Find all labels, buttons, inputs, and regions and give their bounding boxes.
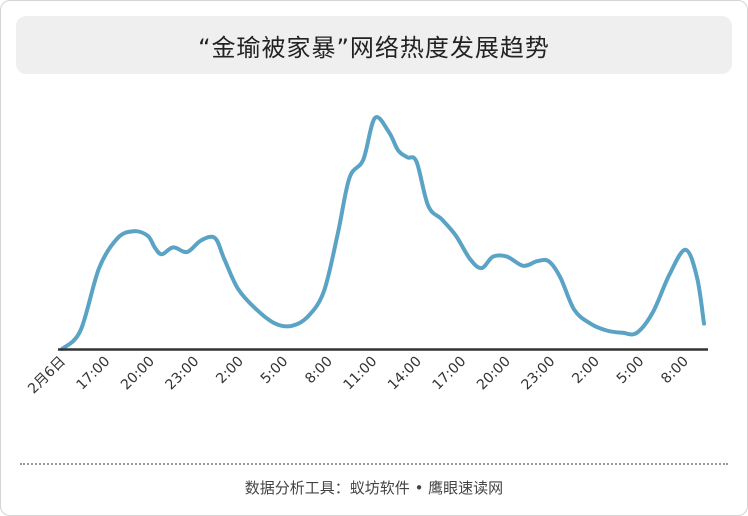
x-tick-label: 5:00 bbox=[614, 354, 648, 388]
x-tick-label: 8:00 bbox=[658, 354, 692, 388]
data-source-footer: 数据分析工具：蚁坊软件 • 鹰眼速读网 bbox=[244, 479, 504, 497]
title-bar: “金瑜被家暴”网络热度发展趋势 bbox=[16, 16, 732, 74]
line-chart: 2月6日 17:00 20:00 23:00 2:00 5:00 8:00 11:00 14:0… bbox=[25, 115, 708, 398]
x-tick-label: 5:00 bbox=[258, 354, 292, 388]
x-tick-label: 2月6日 bbox=[25, 354, 69, 398]
x-tick-label: 20:00 bbox=[118, 354, 158, 394]
x-tick-label: 2:00 bbox=[213, 354, 247, 388]
x-tick-label: 23:00 bbox=[162, 354, 202, 394]
series-line bbox=[60, 115, 706, 351]
x-tick-label: 2:00 bbox=[569, 354, 603, 388]
x-tick-label: 11:00 bbox=[340, 354, 380, 394]
x-tick-label: 23:00 bbox=[518, 354, 558, 394]
footer-divider bbox=[20, 463, 728, 465]
chart-title: “金瑜被家暴”网络热度发展趋势 bbox=[198, 33, 550, 62]
x-tick-label: 20:00 bbox=[474, 354, 514, 394]
x-tick-label: 14:00 bbox=[385, 354, 425, 394]
x-tick-label: 17:00 bbox=[429, 354, 469, 394]
x-tick-label: 17:00 bbox=[73, 354, 113, 394]
x-tick-label: 8:00 bbox=[302, 354, 336, 388]
x-axis-ticks: 2月6日 17:00 20:00 23:00 2:00 5:00 8:00 11:00 14:0… bbox=[25, 354, 692, 398]
